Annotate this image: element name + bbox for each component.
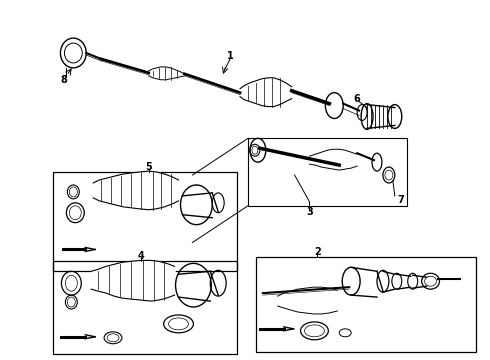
Bar — [256, 257, 476, 352]
Text: 5: 5 — [146, 162, 152, 172]
Bar — [53, 261, 237, 354]
Text: 4: 4 — [137, 251, 144, 261]
Bar — [53, 172, 237, 271]
Text: 3: 3 — [306, 207, 313, 217]
Text: 1: 1 — [227, 51, 234, 61]
Text: 7: 7 — [398, 195, 405, 205]
Text: 8: 8 — [60, 75, 67, 85]
Text: 2: 2 — [314, 247, 321, 257]
Text: 6: 6 — [354, 94, 361, 104]
Bar — [248, 138, 407, 206]
